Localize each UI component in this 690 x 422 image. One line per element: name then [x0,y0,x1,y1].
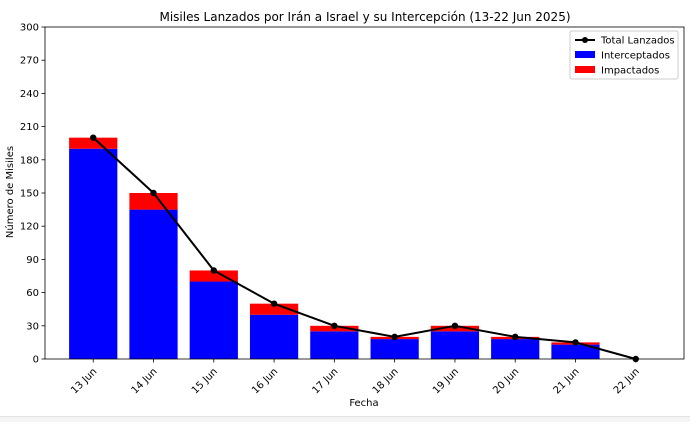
bar-interceptados [491,339,540,359]
bar-interceptados [249,314,299,359]
bar-impactados [189,270,238,282]
point-total-lanzados [512,333,519,341]
legend-box [569,30,679,80]
legend-label-interceptados: Interceptados [601,51,670,62]
y-tick-label: 60 [26,288,39,299]
point-total-lanzados [150,189,157,197]
bar-impactados [69,137,118,149]
bar-interceptados [370,339,419,359]
x-axis-label: Fecha [349,398,378,409]
bar-impactados [249,303,299,315]
legend-marker-total-lanzados [582,37,588,43]
legend-label-impactados: Impactados [601,66,659,77]
point-total-lanzados [270,300,278,307]
legend-swatch-impactados [575,66,595,73]
line-total-lanzados [92,136,637,360]
bar-interceptados [551,344,600,359]
legend: Total Lanzados Interceptados Impactados [569,30,679,80]
point-total-lanzados [90,134,97,141]
bar-interceptados [430,331,480,359]
point-total-lanzados [572,339,579,346]
bar-impactados [129,193,178,210]
y-tick-label: 210 [20,122,39,133]
y-tick-label: 150 [20,189,39,200]
legend-swatch-interceptados [575,51,595,58]
y-tick-label: 240 [20,89,39,100]
y-tick-label: 180 [20,155,39,166]
bar-interceptados [310,331,359,359]
y-tick-label: 90 [26,255,39,266]
y-tick-label: 30 [26,321,39,332]
point-total-lanzados [210,267,217,274]
y-tick-label: 300 [20,23,39,34]
bar-interceptados [189,281,238,359]
point-total-lanzados [331,322,338,329]
chart-title: Misiles Lanzados por Irán a Israel y su … [159,10,570,24]
window-bottom-edge [0,416,690,422]
point-total-lanzados [451,322,459,329]
bar-interceptados [69,148,118,359]
y-tick-label: 120 [20,222,39,233]
y-tick-label: 270 [20,56,39,67]
y-tick-label: 0 [33,355,39,366]
bar-interceptados [129,209,178,359]
point-total-lanzados [391,333,398,341]
legend-label-total-lanzados: Total Lanzados [600,36,675,47]
y-axis-label: Número de Misiles [4,146,16,238]
